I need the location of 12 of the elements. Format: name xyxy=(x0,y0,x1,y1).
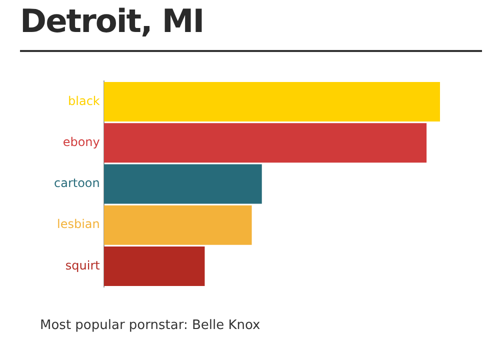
bar xyxy=(104,246,205,286)
chart-title: Detroit, MI xyxy=(20,2,204,40)
text: Most popular pornstar: Belle Knox xyxy=(40,318,260,333)
bar xyxy=(104,82,440,122)
bar xyxy=(104,164,262,204)
y-tick-label: lesbian xyxy=(56,217,100,232)
bar xyxy=(104,205,252,245)
y-tick-label: ebony xyxy=(62,135,100,150)
y-tick-label: squirt xyxy=(65,258,100,272)
bar xyxy=(104,123,427,163)
y-tick-label: cartoon xyxy=(54,176,100,190)
y-tick-label: black xyxy=(68,94,100,108)
